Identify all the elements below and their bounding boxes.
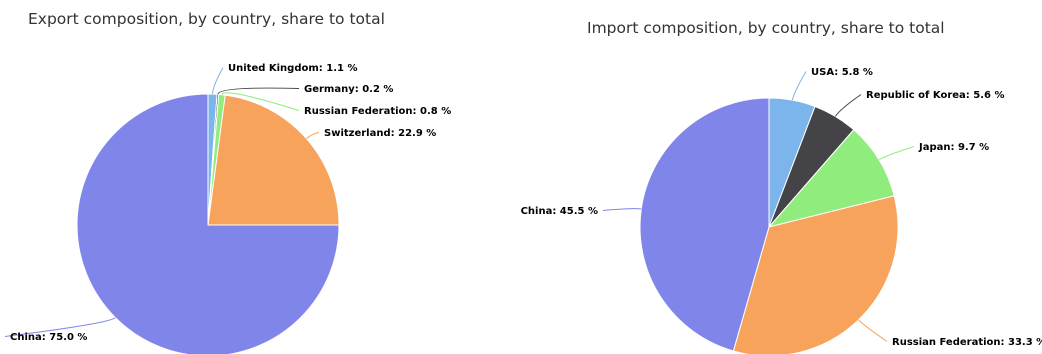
export-connector-china	[4, 317, 116, 337]
export-chart-title: Export composition, by country, share to…	[28, 10, 385, 28]
export-slice-china[interactable]	[76, 93, 340, 354]
import-connector-china	[602, 208, 642, 211]
import-label-republic-of-korea: Republic of Korea: 5.6 %	[866, 90, 1005, 101]
import-composition-chart: Import composition, by country, share to…	[521, 0, 1042, 354]
export-composition-chart: Export composition, by country, share to…	[4, 10, 451, 354]
export-connector-united-kingdom	[212, 67, 224, 95]
export-label-united-kingdom: United Kingdom: 1.1 %	[228, 63, 357, 74]
import-connector-russian-federation	[858, 319, 888, 342]
export-label-china: China: 75.0 %	[10, 332, 87, 343]
import-connector-usa	[791, 71, 807, 101]
import-chart-title: Import composition, by country, share to…	[587, 19, 945, 37]
export-label-switzerland: Switzerland: 22.9 %	[324, 128, 436, 139]
export-slice-switzerland[interactable]	[207, 94, 340, 226]
import-label-usa: USA: 5.8 %	[811, 67, 873, 78]
import-label-china: China: 45.5 %	[521, 206, 598, 217]
export-label-russian-federation: Russian Federation: 0.8 %	[304, 106, 451, 117]
import-connector-republic-of-korea	[834, 94, 862, 117]
export-pie: United Kingdom: 1.1 % Germany: 0.2 % Russi…	[4, 63, 451, 354]
import-pie: USA: 5.8 % Republic of Korea: 5.6 % Japan:…	[521, 67, 1042, 354]
import-slice-japan[interactable]	[768, 129, 895, 228]
export-connector-switzerland	[306, 132, 320, 140]
export-label-germany: Germany: 0.2 %	[304, 84, 393, 95]
import-label-russian-federation: Russian Federation: 33.3 %	[892, 337, 1042, 348]
import-label-japan: Japan: 9.7 %	[918, 142, 989, 153]
export-connector-russian-federation	[221, 92, 300, 111]
export-connector-germany	[217, 87, 300, 95]
import-slice-russian-federation[interactable]	[732, 195, 899, 354]
import-connector-japan	[878, 146, 915, 161]
